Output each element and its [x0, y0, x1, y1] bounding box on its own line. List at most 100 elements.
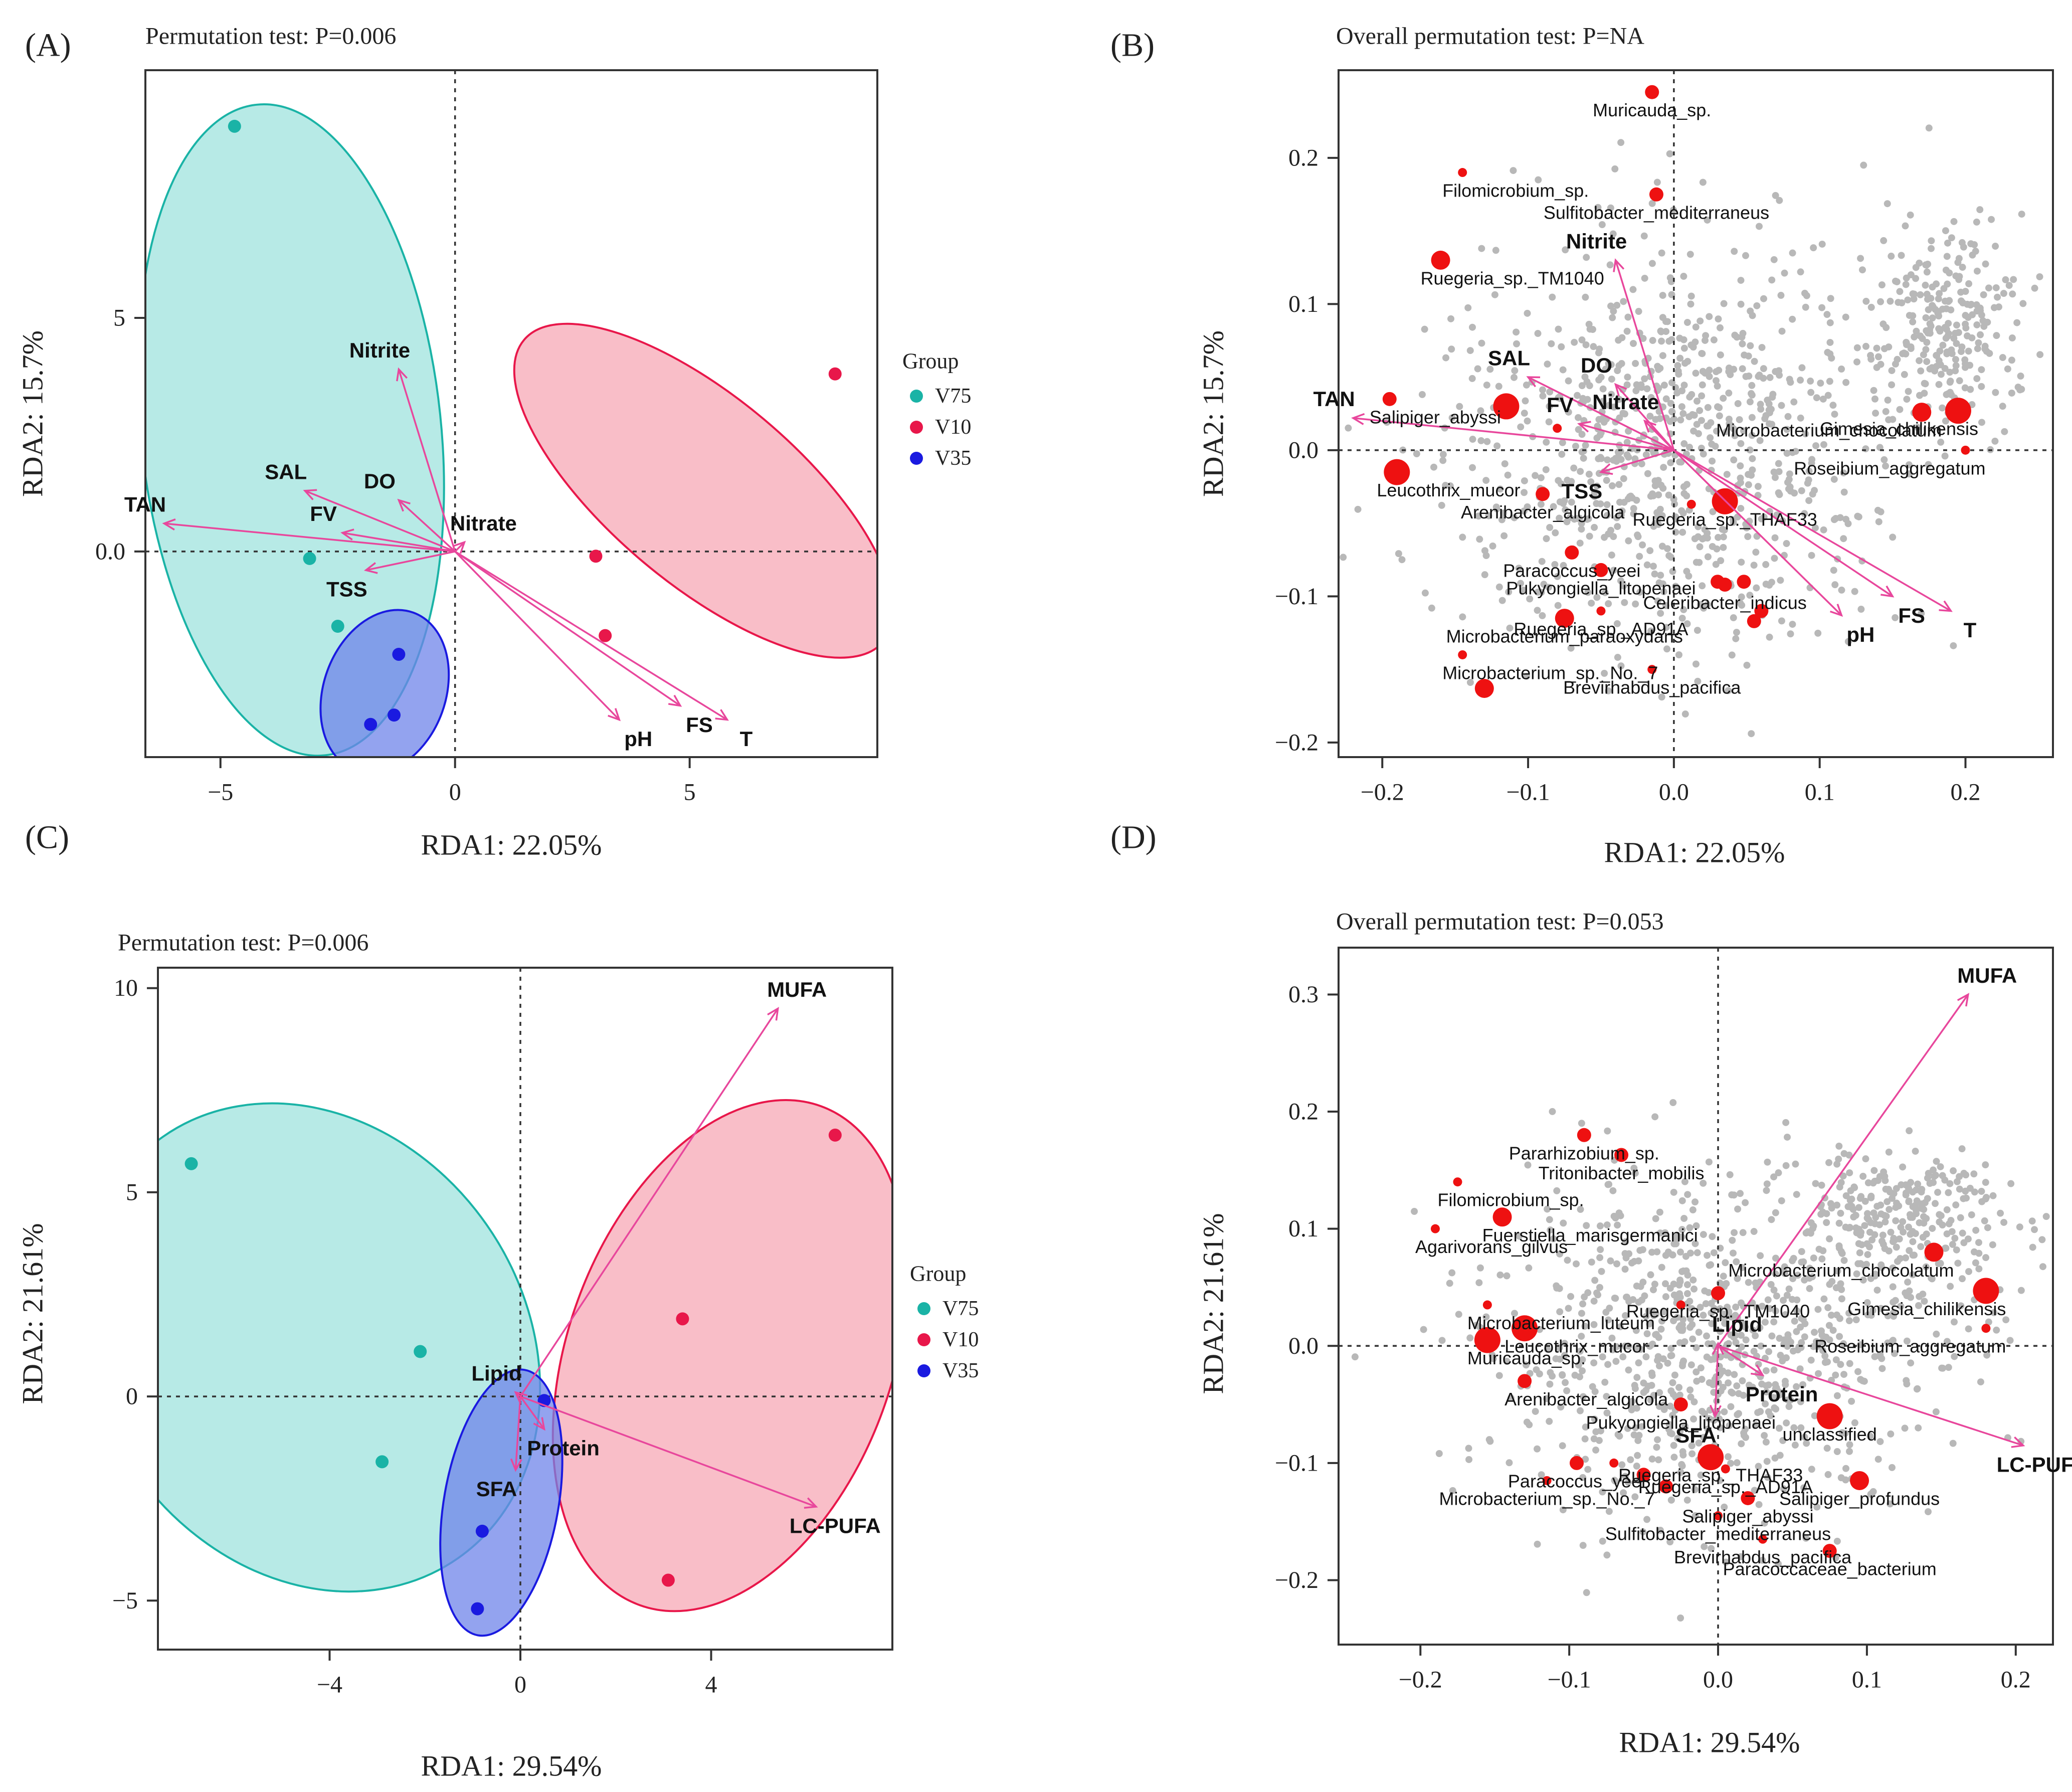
otu-point	[1982, 1194, 1990, 1201]
otu-point	[1598, 1268, 1605, 1275]
otu-point	[1834, 1268, 1841, 1275]
otu-point	[1892, 1297, 1899, 1304]
otu-point	[1951, 1318, 1958, 1326]
otu-point	[1730, 456, 1738, 464]
vector-label: Nitrate	[450, 511, 517, 535]
otu-point	[1877, 298, 1885, 305]
otu-point	[1603, 512, 1611, 519]
panel-tag: (B)	[1110, 27, 1155, 64]
otu-point	[1614, 523, 1621, 530]
otu-point	[1734, 1275, 1741, 1282]
otu-point	[1556, 498, 1564, 505]
otu-point	[1679, 1448, 1686, 1456]
otu-point	[1536, 1326, 1544, 1333]
otu-point	[1624, 495, 1632, 502]
otu-point	[1638, 1296, 1645, 1304]
otu-point	[1876, 444, 1883, 451]
otu-point	[2016, 1223, 2023, 1231]
otu-point	[2008, 334, 2016, 342]
otu-point	[1748, 382, 1756, 389]
otu-point	[1582, 341, 1590, 348]
otu-point	[1857, 606, 1865, 613]
otu-point	[1647, 627, 1654, 635]
otu-point	[1892, 361, 1899, 368]
otu-point	[1887, 1430, 1895, 1438]
otu-point	[1567, 1293, 1575, 1300]
x-tick-label: −0.2	[1399, 1667, 1442, 1693]
species-label: Pukyongiella_litopenaei	[1586, 1412, 1776, 1433]
otu-point	[1737, 1190, 1744, 1197]
otu-point	[1694, 523, 1702, 530]
otu-point	[1472, 1322, 1480, 1329]
species-point	[1493, 393, 1520, 420]
otu-point	[1897, 1255, 1904, 1262]
environmental-vectors	[1709, 993, 2025, 1448]
otu-point	[1559, 1371, 1566, 1378]
otu-point	[1729, 1236, 1736, 1244]
otu-point	[1745, 481, 1752, 488]
otu-point	[1937, 1260, 1944, 1267]
otu-point	[1599, 1537, 1606, 1545]
sample-point-v75	[184, 1157, 198, 1170]
otu-point	[1739, 1377, 1746, 1384]
otu-point	[1827, 295, 1834, 302]
sample-point-v75	[303, 552, 316, 565]
otu-point	[1727, 1331, 1735, 1339]
otu-point	[1760, 295, 1767, 302]
otu-point	[1714, 403, 1722, 411]
otu-point	[1867, 1219, 1874, 1226]
otu-point	[1805, 497, 1813, 504]
vector-arrowhead	[340, 528, 354, 541]
sample-point-v10	[828, 1128, 842, 1142]
otu-point	[1851, 588, 1858, 595]
species-point	[1474, 679, 1494, 698]
otu-point	[1468, 323, 1476, 331]
otu-point	[1975, 1265, 1983, 1273]
otu-point	[1905, 1197, 1913, 1205]
otu-point	[1498, 597, 1506, 604]
otu-point	[1751, 357, 1758, 365]
otu-point	[1737, 300, 1745, 308]
otu-point	[1507, 1394, 1515, 1402]
otu-point	[1734, 400, 1742, 407]
otu-point	[1663, 645, 1671, 653]
x-tick-label: −0.2	[1361, 779, 1404, 806]
otu-point	[1801, 289, 1809, 297]
otu-point	[1748, 390, 1755, 397]
otu-point	[1635, 308, 1642, 315]
otu-point	[1859, 1276, 1867, 1284]
otu-point	[1526, 1421, 1533, 1428]
otu-point	[1903, 396, 1911, 403]
otu-point	[1665, 552, 1673, 560]
otu-point	[1977, 331, 1984, 338]
otu-point	[1721, 1281, 1729, 1288]
otu-point	[1885, 343, 1893, 350]
otu-point	[1731, 1371, 1738, 1378]
otu-point	[1612, 1214, 1619, 1222]
otu-point	[1827, 1312, 1835, 1319]
otu-point	[1687, 1315, 1694, 1323]
otu-point	[1965, 280, 1973, 287]
otu-point	[2036, 273, 2043, 280]
otu-point	[1980, 322, 1988, 330]
otu-point	[1731, 248, 1738, 255]
otu-point	[1739, 329, 1747, 337]
otu-point	[1603, 1551, 1611, 1559]
otu-point	[1899, 1218, 1907, 1225]
otu-point	[1609, 1346, 1616, 1354]
otu-point	[1952, 367, 1959, 375]
otu-point	[1697, 1304, 1704, 1311]
otu-point	[1923, 1215, 1930, 1222]
otu-point	[1833, 1311, 1840, 1319]
otu-point	[1876, 1351, 1884, 1358]
otu-point	[1623, 439, 1631, 446]
species-label: Arenibacter_algicola	[1504, 1389, 1668, 1409]
y-axis-label: RDA2: 15.7%	[1197, 330, 1230, 497]
otu-point	[1867, 1491, 1874, 1498]
otu-point	[1656, 1389, 1663, 1396]
otu-point	[1395, 550, 1402, 558]
species-label: Ruegeria_sp._THAF33	[1618, 1465, 1803, 1486]
otu-point	[1962, 320, 1969, 328]
otu-point	[1561, 1352, 1569, 1359]
otu-point	[1785, 1403, 1793, 1410]
